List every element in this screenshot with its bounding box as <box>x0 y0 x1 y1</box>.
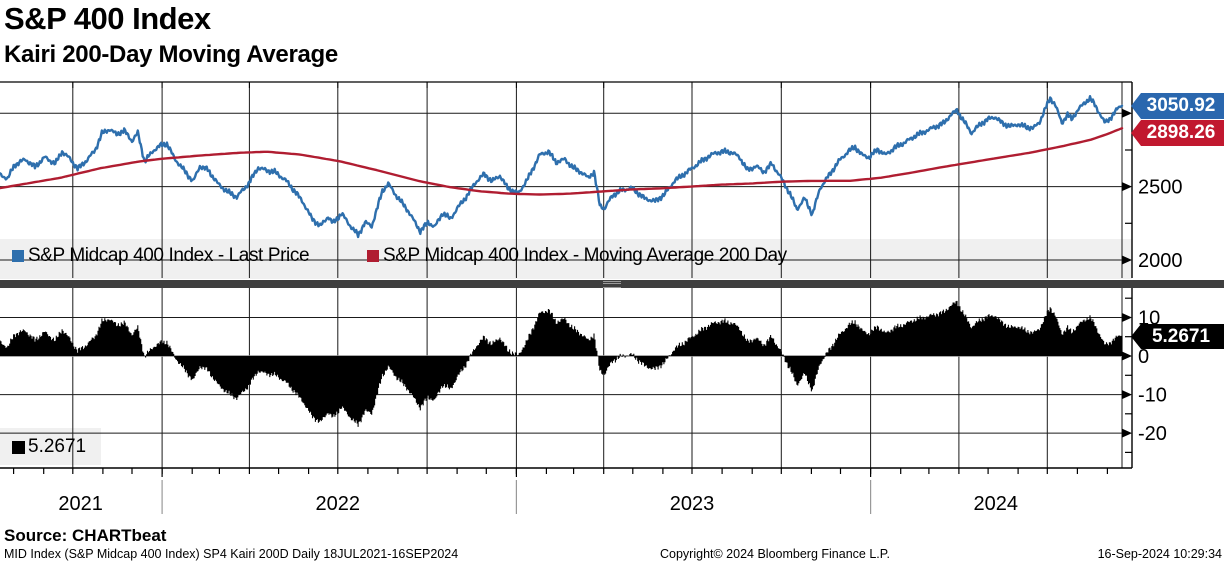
legend-last-price[interactable]: S&P Midcap 400 Index - Last Price <box>12 245 310 267</box>
svg-text:2023: 2023 <box>670 493 715 515</box>
svg-text:0: 0 <box>1138 346 1149 368</box>
kairi-legend-swatch <box>12 440 25 454</box>
svg-text:2022: 2022 <box>316 493 361 515</box>
kairi-value-badge: 5.2671 <box>1131 324 1224 349</box>
price-y-axis: 2500 2000 <box>0 108 1183 272</box>
moving-average-badge: 2898.26 <box>1131 120 1224 146</box>
svg-text:2500: 2500 <box>1138 177 1183 199</box>
splitter-grip-icon <box>603 280 621 288</box>
panel-borders <box>0 81 1133 469</box>
kairi-bars <box>0 300 1123 427</box>
legend-last-price-label: S&P Midcap 400 Index - Last Price <box>28 245 310 266</box>
kairi-legend-value: 5.2671 <box>28 436 87 457</box>
page-title: S&P 400 Index <box>4 1 211 36</box>
footer-security-info: MID Index (S&P Midcap 400 Index) SP4 Kai… <box>4 547 459 561</box>
moving-average-legend-swatch <box>367 250 379 262</box>
svg-text:2021: 2021 <box>58 493 103 515</box>
legend-moving-average[interactable]: S&P Midcap 400 Index - Moving Average 20… <box>367 245 787 267</box>
legend-moving-average-label: S&P Midcap 400 Index - Moving Average 20… <box>383 245 787 266</box>
svg-text:-20: -20 <box>1138 423 1167 445</box>
legend-strip-bg <box>0 239 1132 465</box>
panel-splitter[interactable] <box>0 280 1224 288</box>
svg-text:-10: -10 <box>1138 385 1167 407</box>
source-line: Source: CHARTbeat <box>4 526 167 545</box>
footer-copyright: Copyright© 2024 Bloomberg Finance L.P. <box>660 547 890 561</box>
last-price-badge: 3050.92 <box>1131 93 1224 119</box>
svg-text:2000: 2000 <box>1138 250 1183 272</box>
x-axis-year-labels: 2021 2022 2023 2024 <box>58 493 1018 515</box>
footer-timestamp: 16-Sep-2024 10:29:34 <box>1097 547 1222 561</box>
legend-kairi[interactable]: 5.2671 <box>12 436 87 457</box>
page-subtitle: Kairi 200-Day Moving Average <box>4 41 338 68</box>
x-axis-ticks <box>13 468 1109 514</box>
svg-text:2024: 2024 <box>974 493 1019 515</box>
last-price-line <box>0 95 1124 239</box>
last-price-legend-swatch <box>12 250 24 262</box>
moving-average-line <box>0 126 1124 196</box>
